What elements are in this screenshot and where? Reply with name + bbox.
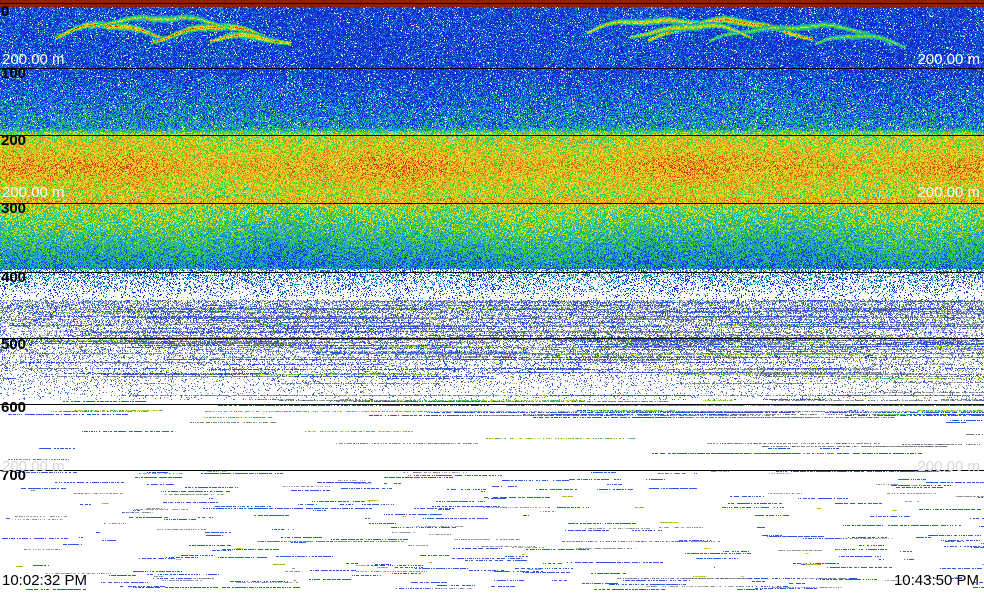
sonar-echogram-canvas[interactable] [0,0,984,594]
